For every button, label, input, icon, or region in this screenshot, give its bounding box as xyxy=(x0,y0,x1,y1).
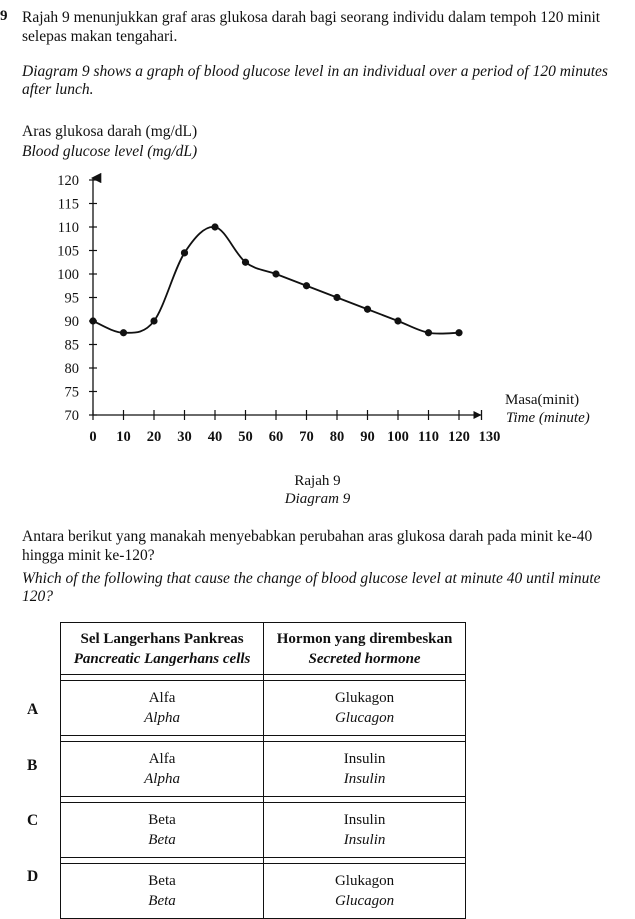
option-c-cell-malay: Beta xyxy=(148,812,176,828)
y-tick-label: 115 xyxy=(58,197,79,213)
question2-text-english: Which of the following that cause the ch… xyxy=(22,570,601,605)
data-point xyxy=(302,282,311,290)
option-d-cell-malay: Beta xyxy=(148,873,176,889)
x-tick-label: 120 xyxy=(448,429,470,445)
y-tick-label: 70 xyxy=(65,408,80,424)
header-cell-langerhans: Sel Langerhans Pankreas Pancreatic Lange… xyxy=(59,622,265,675)
data-point xyxy=(211,223,219,231)
data-point xyxy=(89,317,97,325)
x-axis-label-english: Time (minute) xyxy=(506,410,590,426)
option-c-hormone: Insulin Insulin xyxy=(263,802,466,858)
data-point xyxy=(424,329,433,337)
data-point xyxy=(363,305,372,313)
x-tick-label: 110 xyxy=(418,429,439,445)
x-tick-label: 40 xyxy=(208,429,223,445)
y-tick-label: 85 xyxy=(65,338,80,354)
header-col2-english: Secreted hormone xyxy=(308,650,421,667)
option-d-hormone-malay: Glukagon xyxy=(334,873,395,889)
y-tick-label: 120 xyxy=(57,173,79,189)
option-a-hormone-english: Glucagon xyxy=(334,710,395,726)
y-axis-label-malay: Aras glukosa darah (mg/dL) xyxy=(22,123,198,140)
option-row-c[interactable]: Beta Beta Insulin Insulin xyxy=(59,802,466,858)
header-col1-english: Pancreatic Langerhans cells xyxy=(73,650,251,667)
y-tick-label: 110 xyxy=(58,220,79,236)
option-a-cell-malay: Alfa xyxy=(148,690,176,706)
option-c-cell-english: Beta xyxy=(148,832,176,848)
y-tick-label: 80 xyxy=(65,361,80,377)
option-row-d[interactable]: Beta Beta Glukagon Glucagon xyxy=(59,863,466,919)
x-axis-arrow xyxy=(473,411,482,419)
y-tick-label: 100 xyxy=(57,267,79,283)
y-axis-label-english: Blood glucose level (mg/dL) xyxy=(22,143,198,160)
y-tick-label: 105 xyxy=(57,244,79,260)
table-header-row: Sel Langerhans Pankreas Pancreatic Lange… xyxy=(59,622,466,675)
x-axis-label-malay: Masa(minit) xyxy=(505,392,579,408)
option-c-cell: Beta Beta xyxy=(59,802,265,858)
y-tick-label: 95 xyxy=(65,291,80,307)
option-b-hormone-malay: Insulin xyxy=(343,751,386,767)
x-tick-label: 60 xyxy=(269,429,284,445)
x-tick-label: 90 xyxy=(360,429,375,445)
option-a-cell-english: Alpha xyxy=(144,710,180,726)
answer-options-table: Sel Langerhans Pankreas Pancreatic Lange… xyxy=(59,622,466,919)
x-tick-label: 50 xyxy=(238,429,253,445)
glucose-series-line xyxy=(92,226,460,335)
x-tick-label: 100 xyxy=(387,429,409,445)
option-b-cell: Alfa Alpha xyxy=(59,741,265,797)
option-d-hormone-english: Glucagon xyxy=(334,893,395,909)
option-letter-d[interactable]: D xyxy=(27,868,39,885)
header-col2-malay: Hormon yang dirembeskan xyxy=(276,630,453,647)
header-col1-malay: Sel Langerhans Pankreas xyxy=(80,630,244,647)
data-point xyxy=(180,249,189,257)
x-tick-label: 10 xyxy=(116,429,131,445)
x-tick-label: 130 xyxy=(479,429,501,445)
option-b-cell-english: Alpha xyxy=(144,771,180,787)
x-tick-label: 20 xyxy=(147,429,162,445)
x-tick-label: 0 xyxy=(89,429,96,445)
option-row-b[interactable]: Alfa Alpha Insulin Insulin xyxy=(59,741,466,797)
y-tick-label: 90 xyxy=(65,314,80,330)
option-b-cell-malay: Alfa xyxy=(148,751,176,767)
y-tick-label: 75 xyxy=(65,385,80,401)
option-c-hormone-malay: Insulin xyxy=(343,812,386,828)
question-text-english: Diagram 9 shows a graph of blood glucose… xyxy=(22,63,608,98)
data-point xyxy=(272,270,280,278)
header-cell-hormone: Hormon yang dirembeskan Secreted hormone xyxy=(263,622,466,675)
question2-text-malay: Antara berikut yang manakah menyebabkan … xyxy=(22,528,593,564)
data-point xyxy=(394,317,402,325)
question-number: 9 xyxy=(0,8,8,24)
option-c-hormone-english: Insulin xyxy=(343,832,386,848)
question-text-malay: Rajah 9 menunjukkan graf aras glukosa da… xyxy=(22,9,601,45)
data-point xyxy=(119,329,128,337)
option-row-a[interactable]: Alfa Alpha Glukagon Glucagon xyxy=(59,680,466,736)
option-a-cell: Alfa Alpha xyxy=(59,680,265,736)
option-letter-c[interactable]: C xyxy=(27,812,39,829)
option-letter-a[interactable]: A xyxy=(27,701,39,718)
x-tick-label: 30 xyxy=(177,429,192,445)
option-d-cell: Beta Beta xyxy=(59,863,265,919)
option-b-hormone-english: Insulin xyxy=(343,771,386,787)
option-d-cell-english: Beta xyxy=(148,893,176,909)
option-d-hormone: Glukagon Glucagon xyxy=(263,863,466,919)
option-b-hormone: Insulin Insulin xyxy=(263,741,466,797)
data-point xyxy=(333,293,341,302)
option-letter-b[interactable]: B xyxy=(27,757,38,774)
data-point xyxy=(150,317,158,325)
x-tick-label: 80 xyxy=(330,429,345,445)
option-a-hormone: Glukagon Glucagon xyxy=(263,680,466,736)
x-tick-label: 70 xyxy=(299,429,314,445)
blood-glucose-chart: 70 75 80 85 90 95 100 105 110 115 120 0 10 20 30 40 50 60… xyxy=(57,172,590,445)
data-point xyxy=(241,258,250,266)
diagram-caption-malay: Rajah 9 xyxy=(294,473,341,489)
diagram-caption-english: Diagram 9 xyxy=(284,491,351,507)
data-point xyxy=(455,329,463,337)
option-a-hormone-malay: Glukagon xyxy=(334,690,395,706)
